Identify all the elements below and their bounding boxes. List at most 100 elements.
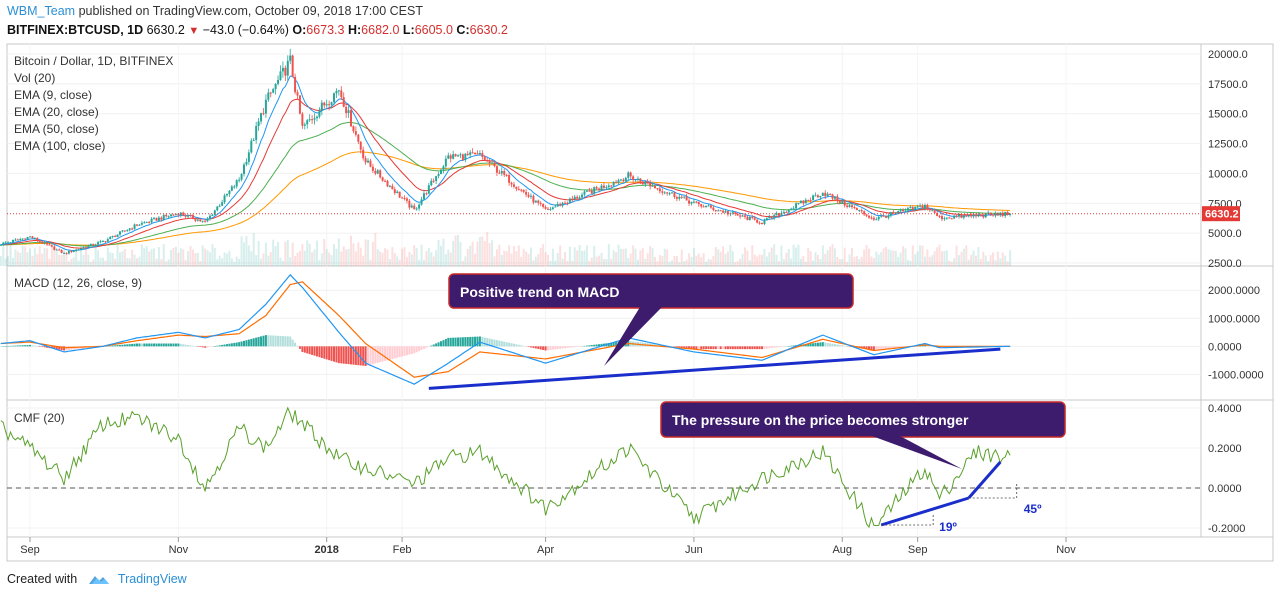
candle-body	[658, 188, 661, 192]
candle-body	[529, 195, 532, 197]
volume-bar	[943, 250, 946, 266]
candle-body	[11, 239, 14, 243]
macd-histogram-bar	[739, 346, 742, 350]
candle-body	[2, 242, 5, 245]
volume-bar	[403, 247, 406, 266]
candle-body	[816, 195, 819, 198]
volume-bar	[977, 247, 980, 266]
volume-bar	[97, 250, 100, 266]
macd-histogram-bar	[238, 342, 241, 347]
candle-body	[196, 219, 199, 221]
chart-area[interactable]: 2500.05000.07500.010000.012500.015000.01…	[0, 40, 1274, 565]
volume-bar	[461, 260, 464, 266]
volume-bar	[469, 245, 472, 266]
macd-histogram-bar	[529, 346, 532, 348]
macd-histogram-bar	[466, 337, 469, 347]
macd-histogram-bar	[413, 346, 416, 354]
time-axis: Sep Nov 2018 Feb Apr Jun Aug Sep Nov	[20, 537, 1076, 556]
candle-body	[795, 203, 798, 209]
macd-histogram-bar	[656, 344, 659, 347]
volume-bar	[264, 242, 267, 266]
candle-body	[401, 197, 404, 199]
volume-bar	[926, 249, 929, 266]
macd-histogram-bar	[926, 345, 929, 347]
macd-histogram-bar	[194, 346, 197, 347]
macd-histogram-bar	[330, 346, 333, 361]
candle-body	[785, 211, 788, 213]
volume-bar	[576, 250, 579, 266]
macd-y-tick-label: 0.0000	[1208, 341, 1242, 353]
candle-body	[162, 214, 165, 220]
volume-bar	[4, 258, 7, 266]
macd-histogram-bar	[427, 346, 430, 347]
macd-histogram-bar	[123, 344, 126, 347]
macd-histogram-bar	[240, 341, 243, 347]
candle-body	[624, 177, 627, 182]
author-link[interactable]: WBM_Team	[7, 4, 76, 18]
volume-bar	[639, 250, 642, 266]
volume-bar	[911, 245, 914, 266]
candle-body	[722, 210, 725, 213]
candle-body	[488, 160, 491, 164]
candle-body	[741, 215, 744, 217]
volume-bar	[53, 246, 56, 266]
macd-histogram-bar	[432, 344, 435, 347]
volume-bar	[731, 251, 734, 266]
volume-bar	[765, 256, 768, 266]
cmf-callout[interactable]: The pressure on the price becomes strong…	[660, 401, 1066, 469]
volume-bar	[464, 256, 467, 266]
tradingview-link[interactable]: TradingView	[117, 572, 187, 586]
volume-bar	[624, 248, 627, 266]
volume-bar	[880, 252, 883, 266]
close-label: C:	[456, 23, 470, 37]
macd-histogram-bar	[551, 346, 554, 350]
macd-histogram-bar	[264, 335, 267, 347]
macd-histogram-bar	[785, 346, 788, 347]
volume-bar	[756, 256, 759, 266]
volume-bar	[838, 259, 841, 266]
candle-body	[576, 196, 579, 199]
volume-bar	[439, 245, 442, 266]
candle-body	[75, 249, 78, 251]
volume-bar	[148, 251, 151, 266]
candle-body	[4, 242, 7, 244]
macd-histogram-bar	[155, 343, 158, 347]
ema-lines	[0, 75, 1011, 252]
candle-body	[476, 153, 479, 155]
macd-histogram-bar	[63, 346, 66, 351]
macd-histogram-bar	[872, 346, 875, 351]
macd-histogram-bar	[286, 336, 289, 347]
macd-histogram-bar	[422, 346, 425, 349]
macd-histogram-bar	[157, 343, 160, 347]
candle-body	[992, 214, 995, 216]
macd-callout-text: Positive trend on MACD	[460, 284, 619, 300]
candle-body	[607, 185, 610, 188]
candle-body	[714, 210, 717, 212]
macd-histogram-bar	[894, 346, 897, 349]
candle-body	[717, 210, 720, 212]
candle-body	[167, 216, 170, 218]
macd-callout[interactable]: Positive trend on MACD	[448, 273, 854, 366]
volume-bar	[459, 242, 462, 266]
macd-histogram-bar	[683, 346, 686, 348]
volume-bar	[875, 251, 878, 266]
macd-histogram-bar	[539, 346, 542, 350]
volume-bar	[651, 248, 654, 266]
volume-bar	[194, 253, 197, 266]
macd-histogram-bar	[454, 337, 457, 347]
volume-bar	[987, 261, 990, 266]
volume-bar	[408, 252, 411, 266]
candle-body	[442, 166, 445, 170]
candle-body	[904, 210, 907, 212]
candle-body	[512, 184, 515, 187]
volume-bar	[350, 235, 353, 266]
volume-bar	[318, 260, 321, 266]
volume-bar	[325, 248, 328, 266]
macd-histogram-bar	[770, 346, 773, 349]
macd-histogram-bar	[819, 342, 822, 347]
macd-histogram-bar	[522, 345, 525, 347]
candle-body	[566, 202, 569, 204]
volume-bar	[247, 245, 250, 266]
candle-body	[678, 196, 681, 199]
macd-histogram-bar	[26, 345, 29, 347]
